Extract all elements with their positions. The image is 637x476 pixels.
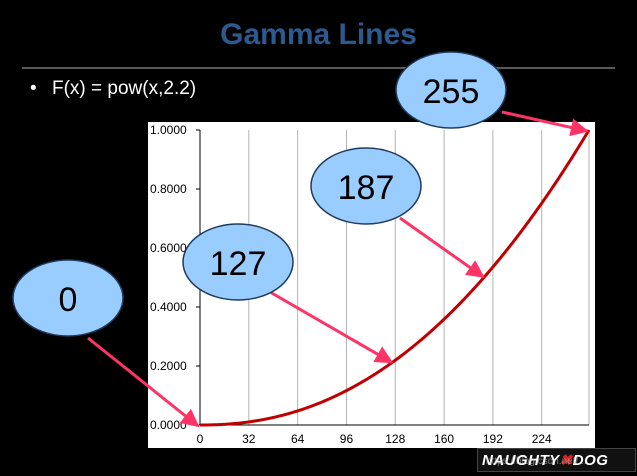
callout-arrow: [501, 110, 589, 137]
bullet-text: F(x) = pow(x,2.2): [52, 78, 197, 99]
y-tick-label: 0.4000: [150, 300, 187, 314]
y-tick-label: 0.6000: [150, 241, 187, 255]
callout-label: 127: [210, 245, 267, 283]
y-tick-label: 0.8000: [150, 182, 187, 196]
x-tick-label: 0: [197, 432, 204, 446]
callouts: 0 127 187 255: [12, 51, 589, 428]
callout-label: 255: [423, 73, 480, 111]
gamma-curve: [200, 129, 591, 427]
x-tick-label: 96: [340, 432, 354, 446]
logo-text: NAUGHTY: [482, 452, 560, 469]
title-divider: [22, 67, 615, 69]
callout-label: 0: [59, 281, 78, 319]
x-tick-label: 128: [385, 432, 405, 446]
callout-bubble: [395, 51, 507, 129]
x-tick-label: 32: [242, 432, 256, 446]
slide-title: Gamma Lines: [220, 18, 417, 51]
bullet-dot-icon: •: [30, 78, 37, 99]
x-tick-label: 192: [483, 432, 503, 446]
callout-bubble: [310, 147, 422, 225]
x-tick-label: 160: [434, 432, 454, 446]
y-tick-label: 0.2000: [150, 359, 187, 373]
callout-arrow: [269, 290, 394, 364]
watermark-url: https://blog.csdn.net/...: [486, 456, 587, 467]
callout-arrow: [87, 336, 200, 428]
callout-bubble: [12, 259, 124, 337]
callout-arrow: [399, 216, 485, 279]
x-tick-label: 224: [532, 432, 552, 446]
x-tick-labels: 0 32 64 96 128 160 192 224: [197, 432, 552, 446]
logo-mark-icon: ✖: [559, 452, 573, 469]
naughty-dog-logo: NAUGHTY✖DOG: [477, 448, 636, 472]
x-tick-label: 64: [291, 432, 305, 446]
callout-bubble: [182, 223, 294, 301]
callout-label: 187: [338, 169, 395, 207]
y-tick-labels: 0.0000 0.2000 0.4000 0.6000 0.8000 1.0000: [150, 123, 187, 432]
grid-lines: [248, 130, 590, 425]
bullet-item: • F(x) = pow(x,2.2): [30, 78, 196, 100]
y-tick-label: 1.0000: [150, 123, 187, 137]
logo-text-2: DOG: [572, 452, 609, 469]
y-tick-label: 0.0000: [150, 418, 187, 432]
